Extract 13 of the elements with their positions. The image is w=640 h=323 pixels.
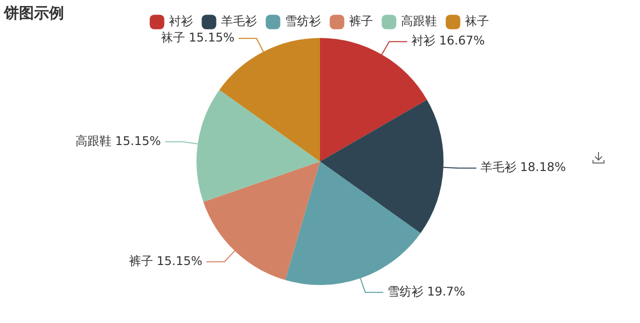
- legend-label: 羊毛衫: [221, 14, 257, 28]
- category-label: 羊毛衫 18.18%: [480, 160, 566, 174]
- legend-label: 袜子: [465, 14, 489, 28]
- legend-label: 雪纺衫: [285, 14, 321, 28]
- legend-label: 衬衫: [169, 14, 193, 28]
- category-label: 裤子 15.15%: [128, 254, 202, 268]
- legend-label: 高跟鞋: [401, 14, 437, 28]
- category-label: 雪纺衫 19.7%: [387, 284, 466, 299]
- chart-title: 饼图示例: [4, 4, 64, 23]
- category-label: 高跟鞋 15.15%: [75, 134, 161, 148]
- category-label: 衬衫 16.67%: [411, 34, 485, 48]
- legend-label: 裤子: [349, 14, 373, 28]
- category-label: 袜子 15.15%: [160, 30, 235, 45]
